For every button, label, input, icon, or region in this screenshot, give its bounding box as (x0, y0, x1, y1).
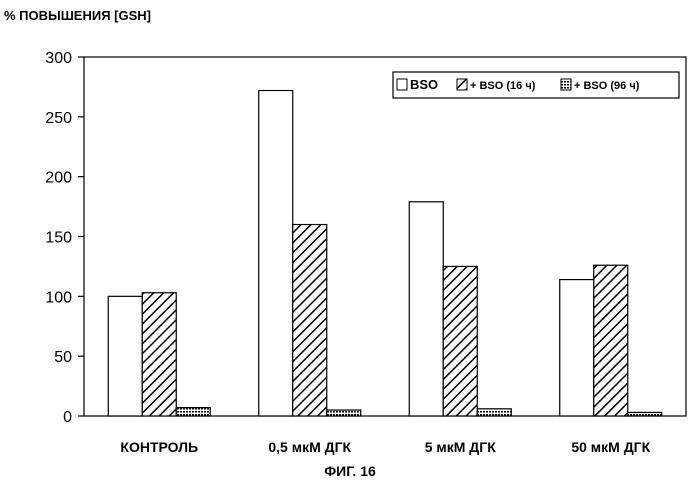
y-tick-label: 50 (54, 349, 72, 366)
x-category-label: КОНТРОЛЬ (120, 439, 198, 455)
x-category-label: 0,5 мкМ ДГК (268, 439, 351, 455)
x-category-label: 50 мкМ ДГК (571, 439, 650, 455)
legend-swatch (561, 79, 571, 90)
bar-3-4 (628, 412, 662, 416)
x-category-label: 5 мкМ ДГК (425, 439, 497, 455)
bar-2-1 (142, 293, 176, 416)
y-tick-label: 200 (45, 170, 72, 187)
legend-label: + BSO (96 ч) (574, 80, 640, 92)
y-tick-label: 100 (45, 289, 72, 306)
y-tick-label: 250 (45, 110, 72, 127)
bar-1-4 (560, 280, 594, 416)
bar-3-2 (327, 410, 361, 416)
bar-2-4 (594, 265, 628, 416)
bar-3-1 (176, 408, 210, 416)
bar-2-2 (293, 225, 327, 416)
y-tick-label: 150 (45, 230, 72, 247)
bar-1-3 (409, 202, 443, 416)
y-tick-label: 0 (63, 409, 72, 426)
bar-1-2 (259, 91, 293, 416)
bar-2-3 (443, 266, 477, 416)
bar-3-3 (477, 409, 511, 416)
legend-swatch (457, 79, 467, 90)
figure-caption: ФИГ. 16 (0, 463, 700, 479)
legend-label: + BSO (16 ч) (470, 80, 536, 92)
legend-label: BSO (410, 77, 438, 92)
bar-1-1 (108, 296, 142, 416)
y-tick-label: 300 (45, 50, 72, 67)
legend-swatch (397, 79, 407, 90)
